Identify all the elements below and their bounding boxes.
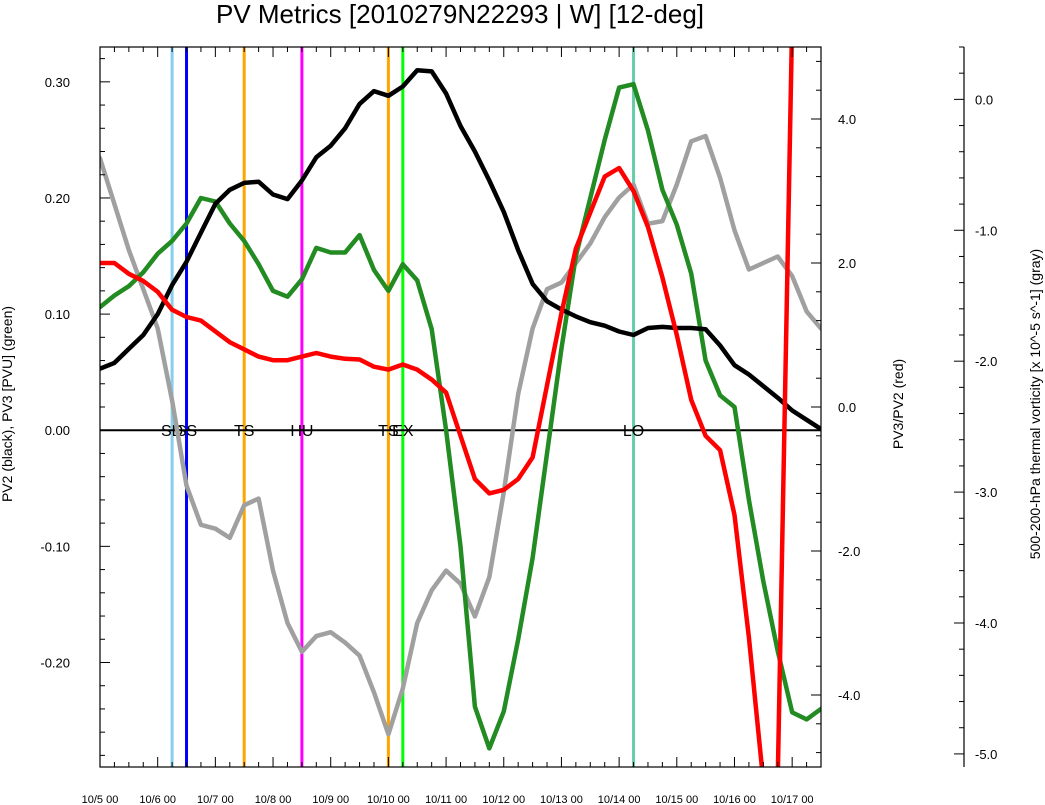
far-right-axis-label: 500-200-hPa thermal vorticity [x 10^-5 s… <box>1027 249 1043 559</box>
left-tick-label: 0.20 <box>45 191 70 206</box>
series-line <box>100 81 821 751</box>
series-line <box>100 67 821 432</box>
left-tick-label: 0.00 <box>45 423 70 438</box>
left-tick-label: -0.20 <box>40 655 70 670</box>
x-tick-label: 10/9 00 <box>312 794 349 805</box>
x-tick-label: 10/6 00 <box>139 794 176 805</box>
right-tick-label: 4.0 <box>838 112 856 127</box>
event-markers <box>170 47 636 767</box>
far-right-tick-label: 0.0 <box>975 92 993 107</box>
x-tick-label: 10/12 00 <box>482 794 525 805</box>
left-tick-label: 0.30 <box>45 75 70 90</box>
x-tick-label: 10/10 00 <box>367 794 410 805</box>
far-right-tick-label: -3.0 <box>975 485 997 500</box>
left-axis-label: PV2 (black), PV3 [PVU] (green) <box>0 306 15 502</box>
far-right-tick-label: -1.0 <box>975 223 997 238</box>
event-label: TS <box>378 423 398 440</box>
event-label: SS <box>176 423 197 440</box>
x-tick-label: 10/17 00 <box>771 794 814 805</box>
right-tick-label: -4.0 <box>838 688 860 703</box>
x-tick-label: 10/13 00 <box>540 794 583 805</box>
event-label: TS <box>234 423 254 440</box>
x-tick-label: 10/15 00 <box>655 794 698 805</box>
event-label: EX <box>392 423 414 440</box>
x-tick-label: 10/8 00 <box>255 794 292 805</box>
right-tick-label: -2.0 <box>838 544 860 559</box>
right-y-axis: 4.0 2.0 0.0 -2.0 -4.0 <box>811 60 860 754</box>
x-tick-label: 10/11 00 <box>425 794 467 805</box>
far-right-tick-label: -2.0 <box>975 354 997 369</box>
right-tick-label: 2.0 <box>838 256 856 271</box>
right-axis-label: PV3/PV2 (red) <box>890 359 906 449</box>
event-label: HU <box>290 423 313 440</box>
x-tick-label: 10/16 00 <box>713 794 756 805</box>
series-line <box>100 133 821 737</box>
event-label: LO <box>623 423 644 440</box>
x-tick-label: 10/7 00 <box>197 794 234 805</box>
far-right-y-axis: 0.0 -1.0 -2.0 -3.0 -4.0 -5.0 <box>954 46 997 767</box>
series-line <box>100 47 794 767</box>
left-y-axis: 0.30 0.20 0.10 0.00 -0.10 -0.20 <box>40 58 110 756</box>
x-tick-label: 10/14 00 <box>598 794 641 805</box>
chart-title: PV Metrics [2010279N22293 | W] [12-deg] <box>216 0 704 29</box>
far-right-tick-label: -5.0 <box>975 747 997 762</box>
right-tick-label: 0.0 <box>838 400 856 415</box>
far-right-tick-label: -4.0 <box>975 616 997 631</box>
x-tick-label: 10/5 00 <box>82 794 119 805</box>
left-tick-label: -0.10 <box>40 539 70 554</box>
x-axis: 10/5 00 10/6 00 10/7 00 10/8 00 10/9 00 10/10… <box>82 47 822 805</box>
data-series <box>100 47 821 767</box>
left-tick-label: 0.10 <box>45 307 70 322</box>
